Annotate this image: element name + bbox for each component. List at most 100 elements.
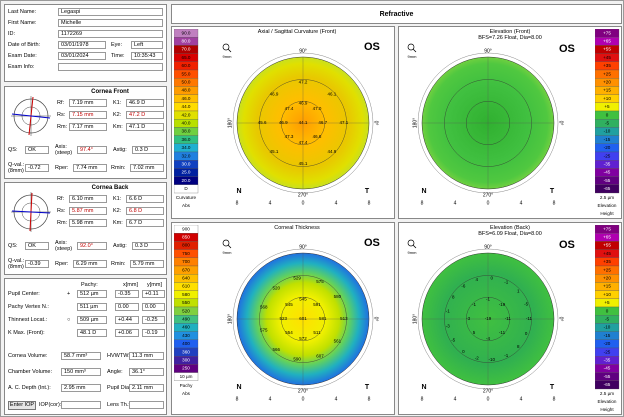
axis-180-label: 180°: [227, 118, 233, 128]
pachy-row-symbol: +: [67, 291, 71, 297]
x-tick-label: 8: [421, 200, 424, 206]
x-tick-label: 0: [487, 200, 490, 206]
scale-tick-label: -5: [605, 121, 610, 126]
map-value-label: 44.1: [299, 120, 308, 125]
map-value-label: -6: [461, 284, 465, 289]
front-axis-value: 97.4°: [77, 146, 107, 154]
lens-th-label: Lens Th.:: [107, 402, 130, 408]
zoom-icon-handle: [412, 48, 417, 53]
map-value-label: 561: [334, 338, 342, 343]
lens-th-value: [129, 401, 164, 409]
x-tick-label: 4: [335, 200, 338, 206]
scale-tick-label: 900: [182, 226, 190, 231]
map-value-label: -5: [524, 301, 528, 306]
dob-field[interactable]: 03/01/1978: [58, 41, 106, 49]
x-tick-label: 8: [236, 396, 239, 402]
map-value-label: -1: [504, 280, 508, 285]
pachy-row-y: -0.19: [142, 329, 165, 337]
scale-tick-label: +75: [603, 226, 611, 231]
x-tick-label: 4: [454, 200, 457, 206]
axis-270-label: 270°: [483, 192, 493, 198]
pachy-row-label: K Max. (Front):: [8, 330, 45, 336]
back-qs-label: QS:: [8, 243, 18, 249]
scale-tick-label: +65: [603, 235, 611, 240]
nasal-label: N: [236, 384, 241, 391]
map-value-label: -1: [472, 302, 476, 307]
map-value-label: 47.4: [285, 106, 294, 111]
back-rmin-value: 5.79 mm: [130, 260, 164, 268]
elevation-front-color-scale: +75 +65 +55 +45 +35 +25 +20 +15 +10 +5 0 -5 -10 -15 -2…: [595, 29, 620, 216]
front-rs-value: 7.15 mm: [69, 111, 107, 119]
pachy-row-label: Thinnest Locat.:: [8, 317, 48, 323]
pachy-row-label: Pupil Center:: [8, 291, 40, 297]
scale-tick-label: +5: [604, 300, 610, 305]
thickness-map-panel[interactable]: 900 850 800 750 700 670 640 610 580 550 520 490 460 4…: [171, 222, 395, 415]
map-value-label: 46.9: [279, 120, 288, 125]
cornea-front-title: Cornea Front: [91, 89, 129, 95]
pachy-col-header: Pachy:: [81, 282, 98, 288]
map-value-label: -19: [485, 316, 492, 321]
exam-info-field[interactable]: [58, 63, 163, 71]
scale-tick-label: +55: [603, 47, 611, 52]
map-value-label: 575: [316, 279, 324, 284]
scale-tick-label: 25.0: [182, 170, 191, 175]
x-tick-label: 4: [269, 396, 272, 402]
elevation-front-map-panel[interactable]: Elevation (Front) BFS=7.26 Float, Dia=8.…: [398, 26, 622, 219]
map-value-label: 545: [299, 296, 307, 301]
back-rper-label: Rper:: [55, 261, 69, 267]
refractive-title: Refractive: [379, 11, 414, 18]
scale-tick-label: 50.0: [182, 80, 191, 85]
map-value-label: 8: [452, 295, 455, 300]
scale-swatch: [595, 380, 620, 390]
map-value-label: 45.6: [258, 120, 267, 125]
elevation-back-map-panel[interactable]: Elevation (Back) BFS=6.09 Float, Dia=8.0…: [398, 222, 622, 415]
elevation-back-os-label: OS: [559, 239, 575, 251]
map-value-label: -11: [505, 316, 512, 321]
map-value-label: 591: [313, 302, 321, 307]
scale-tick-label: 490: [182, 317, 190, 322]
temporal-label: T: [365, 384, 370, 391]
scale-tick-label: 42.0: [182, 112, 191, 117]
scale-tick-label: +45: [603, 55, 611, 60]
last-name-field[interactable]: Legaspi: [58, 8, 163, 16]
map-value-label: 566: [272, 347, 280, 352]
map-outer-ring: [417, 52, 559, 194]
front-rmin-label: Rmin:: [111, 165, 126, 171]
map-value-label: 0: [491, 275, 494, 280]
scale-tick-label: -25: [604, 349, 611, 354]
x-tick-label: 4: [335, 396, 338, 402]
x-tick-label: 4: [520, 200, 523, 206]
scale-tick-label: -55: [604, 178, 611, 183]
front-k1-value: 46.9 D: [126, 99, 164, 107]
front-k2-label: K2:: [113, 112, 122, 118]
axis-0-label: 0°: [558, 121, 564, 126]
time-field[interactable]: 10:35:43: [131, 52, 163, 60]
scale-tick-label: 550: [182, 300, 190, 305]
front-k1-label: K1:: [113, 100, 122, 106]
enter-iop-button[interactable]: Enter IOP: [8, 401, 36, 410]
scale-tick-label: 670: [182, 267, 190, 272]
scale-unit: Abs: [182, 391, 191, 396]
cornea-volume-label: Cornea Volume:: [8, 353, 48, 359]
map-value-label: 580: [334, 294, 342, 299]
id-field[interactable]: 1172269: [58, 30, 163, 38]
scale-tick-label: 55.0: [182, 71, 191, 76]
scale-tick-label: 36.0: [182, 137, 191, 142]
map-value-label: 46.7: [318, 120, 327, 125]
exam-date-field[interactable]: 03/01/2024: [58, 52, 106, 60]
scale-tick-label: +55: [603, 243, 611, 248]
zoom-icon: [222, 43, 230, 51]
scale-tick-label: 10 µm: [180, 374, 193, 379]
front-qval-label: Q-val.: (8mm): [8, 162, 25, 174]
zoom-icon: [407, 43, 415, 51]
curvature-map-panel[interactable]: 90.0 80.0 70.0 65.0 60.0 55.0 50.0 48.0 46.0 44.0…: [171, 26, 395, 219]
back-astig-value: 0.3 D: [132, 242, 164, 250]
scale-tick-label: -20: [604, 341, 611, 346]
map-value-label: -4: [486, 336, 490, 341]
cornea-back-axis-diagram: [11, 192, 51, 232]
front-rf-label: Rf:: [57, 100, 65, 106]
first-name-field[interactable]: Michelle: [58, 19, 163, 27]
scale-tick-label: 300: [182, 358, 190, 363]
eye-field[interactable]: Left: [131, 41, 163, 49]
